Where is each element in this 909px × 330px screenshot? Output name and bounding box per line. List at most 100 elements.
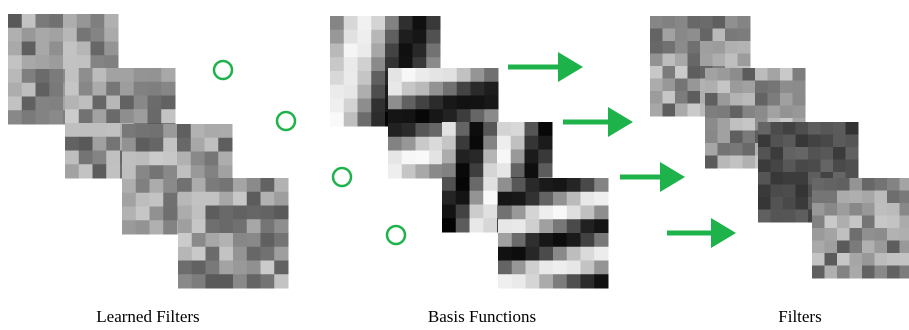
pixel <box>8 97 22 111</box>
pixel <box>93 96 107 110</box>
pixel <box>743 156 756 169</box>
pixel <box>825 253 838 266</box>
pixel <box>122 220 136 234</box>
pixel <box>150 124 164 138</box>
pixel <box>539 206 553 220</box>
pixel <box>650 41 663 54</box>
pixel <box>825 216 838 229</box>
pixel <box>457 109 471 123</box>
pixel <box>358 30 372 44</box>
pixel <box>512 192 526 206</box>
pixel <box>594 247 608 261</box>
pixel <box>713 54 726 67</box>
pixel <box>594 206 608 220</box>
pixel <box>526 247 540 261</box>
pixel <box>402 123 416 137</box>
pixel <box>136 152 150 166</box>
pixel <box>136 179 150 193</box>
pixel <box>837 203 850 216</box>
pixel <box>413 44 427 58</box>
pixel <box>206 192 220 206</box>
pixel <box>122 179 136 193</box>
pixel <box>218 138 232 152</box>
pixel <box>36 97 50 111</box>
pixel <box>700 29 713 42</box>
pixel <box>688 29 701 42</box>
pixel <box>567 178 581 192</box>
pixel <box>730 131 743 144</box>
pixel <box>93 68 107 82</box>
pixel <box>261 192 275 206</box>
pixel <box>581 233 595 247</box>
pixel <box>875 241 888 254</box>
pixel <box>688 16 701 29</box>
pixel <box>261 219 275 233</box>
pixel <box>388 82 402 96</box>
pixel <box>783 172 796 185</box>
pixel <box>483 150 497 164</box>
pixel <box>771 185 784 198</box>
pixel <box>136 207 150 221</box>
pixel <box>567 233 581 247</box>
pixel <box>8 110 22 124</box>
pixel <box>8 55 22 69</box>
pixel <box>755 93 768 106</box>
pixel <box>344 57 358 71</box>
pixel <box>821 160 834 173</box>
pixel <box>163 152 177 166</box>
pixel <box>675 104 688 117</box>
pixel <box>371 99 385 113</box>
pixel <box>887 253 900 266</box>
pixel <box>581 261 595 275</box>
pixel <box>743 68 756 81</box>
pixel <box>850 216 863 229</box>
pixel <box>526 178 540 192</box>
pixel <box>120 68 134 82</box>
pixel <box>442 136 456 150</box>
pixel <box>120 82 134 96</box>
pixel <box>862 191 875 204</box>
pixel <box>413 16 427 30</box>
pixel <box>796 160 809 173</box>
pixel <box>512 274 526 288</box>
pixel <box>808 160 821 173</box>
pixel <box>875 178 888 191</box>
pixel <box>205 152 219 166</box>
pixel <box>358 112 372 126</box>
pixel <box>371 30 385 44</box>
pixel <box>484 82 498 96</box>
pixel <box>192 178 206 192</box>
pixel <box>768 68 781 81</box>
pixel <box>371 112 385 126</box>
pixel <box>442 122 456 136</box>
pixel <box>525 122 539 136</box>
pixel <box>808 122 821 135</box>
pixel <box>743 81 756 94</box>
pixel <box>65 109 79 123</box>
pixel <box>429 96 443 110</box>
pixel <box>247 261 261 275</box>
pixel <box>725 41 738 54</box>
pixel <box>79 109 93 123</box>
pixel <box>429 123 443 137</box>
pixel <box>191 152 205 166</box>
pixel <box>833 147 846 160</box>
pixel <box>456 177 470 191</box>
pixel <box>247 192 261 206</box>
pixel <box>442 218 456 232</box>
pixel <box>49 110 63 124</box>
pixel <box>219 261 233 275</box>
pixel <box>783 135 796 148</box>
pixel <box>846 122 859 135</box>
pixel <box>91 28 105 42</box>
pixel <box>36 28 50 42</box>
pixel <box>442 177 456 191</box>
pixel <box>594 233 608 247</box>
pixel <box>875 228 888 241</box>
pixel <box>330 99 344 113</box>
pixel <box>526 274 540 288</box>
pixel <box>79 123 93 137</box>
pixel <box>730 143 743 156</box>
pixel <box>388 109 402 123</box>
pixel <box>416 68 430 82</box>
